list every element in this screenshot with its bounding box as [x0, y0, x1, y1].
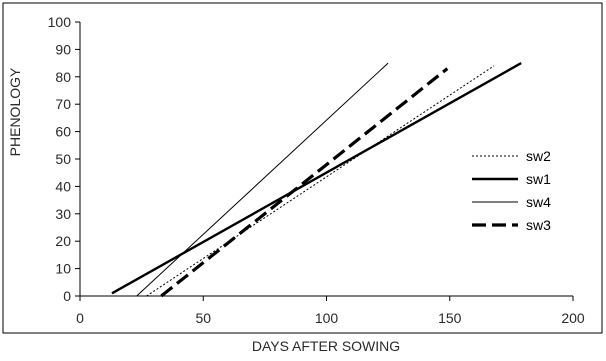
- y-axis-title: PHENOLOGY: [7, 67, 23, 156]
- y-tick-label: 10: [55, 261, 71, 277]
- plot-background: [80, 22, 573, 296]
- legend: sw2 sw1 sw4 sw3: [472, 148, 551, 233]
- y-tick-label: 70: [55, 96, 71, 112]
- x-tick-label: 50: [195, 310, 211, 326]
- y-tick-label: 30: [55, 206, 71, 222]
- series-line-sw1: [111, 62, 522, 295]
- x-tick-label: 150: [438, 310, 462, 326]
- x-tick-label: 100: [315, 310, 339, 326]
- y-tick-label: 90: [55, 41, 71, 57]
- y-tick-label: 0: [63, 288, 71, 304]
- x-tick-label: 0: [76, 310, 84, 326]
- legend-label: sw4: [526, 194, 551, 210]
- legend-label: sw1: [526, 171, 551, 187]
- legend-label: sw2: [526, 148, 551, 164]
- legend-label: sw3: [526, 217, 551, 233]
- y-tick-label: 40: [55, 178, 71, 194]
- series-line-sw2: [146, 65, 495, 297]
- y-tick-label: 50: [55, 151, 71, 167]
- y-tick-label: 100: [48, 14, 72, 30]
- x-axis-title: DAYS AFTER SOWING: [252, 338, 400, 354]
- y-tick-label: 80: [55, 69, 71, 85]
- series-line-sw3: [160, 67, 449, 298]
- y-tick-label: 60: [55, 124, 71, 140]
- y-tick-label: 20: [55, 233, 71, 249]
- series-line-sw4: [136, 62, 389, 297]
- series-layer: [111, 62, 522, 298]
- x-tick-label: 200: [561, 310, 585, 326]
